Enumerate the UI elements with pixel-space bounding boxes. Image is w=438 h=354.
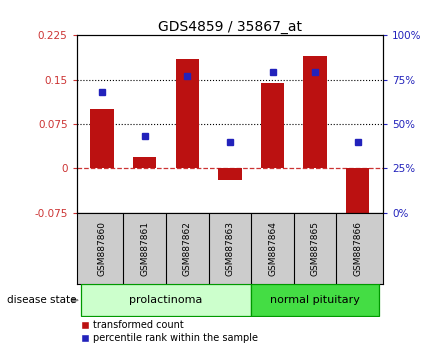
Bar (304, 56, 327, 168)
Text: prolactinoma: prolactinoma (129, 295, 203, 305)
Text: GSM887860: GSM887860 (98, 221, 107, 275)
Text: GSM887862: GSM887862 (183, 221, 192, 275)
Bar (133, 156, 156, 168)
Bar (251, 284, 379, 316)
Legend: transformed count, percentile rank within the sample: transformed count, percentile rank withi… (81, 320, 258, 343)
Bar (81, 284, 251, 316)
Text: GSM887863: GSM887863 (226, 221, 234, 275)
Text: GSM887865: GSM887865 (311, 221, 320, 275)
Text: normal pituitary: normal pituitary (270, 295, 360, 305)
Text: GSM887866: GSM887866 (353, 221, 362, 275)
Bar (261, 82, 284, 168)
Title: GDS4859 / 35867_at: GDS4859 / 35867_at (158, 21, 302, 34)
Bar (346, 168, 369, 218)
Text: disease state: disease state (7, 295, 77, 305)
Bar (176, 59, 199, 168)
Text: GSM887861: GSM887861 (140, 221, 149, 275)
Bar (218, 168, 242, 180)
Bar (91, 109, 114, 168)
Text: GSM887864: GSM887864 (268, 221, 277, 275)
